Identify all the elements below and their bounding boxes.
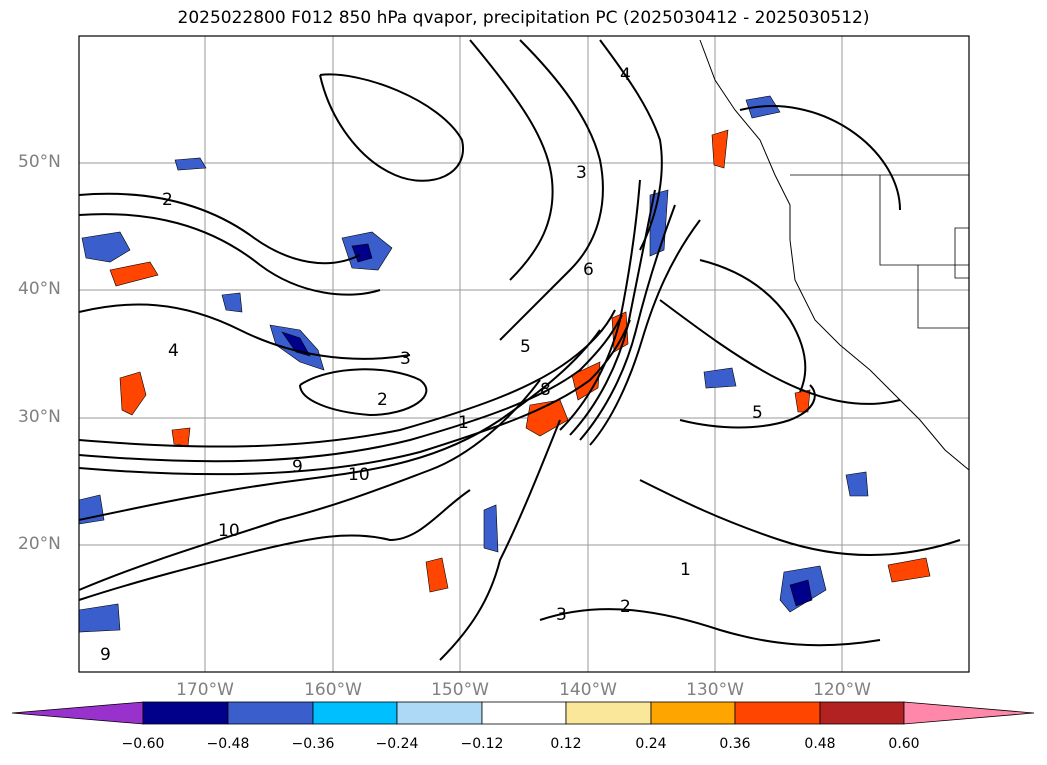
coastline bbox=[699, 39, 970, 471]
plot-title: 2025022800 F012 850 hPa qvapor, precipit… bbox=[177, 8, 870, 28]
contour-label: 8 bbox=[540, 380, 551, 400]
contour-label: 9 bbox=[292, 457, 303, 477]
contour-label: 10 bbox=[348, 465, 370, 485]
colorbar-tick-label: 0.60 bbox=[888, 736, 920, 752]
contour-label: 4 bbox=[620, 65, 631, 85]
lat-label: 30°N bbox=[18, 407, 61, 427]
lon-label: 140°W bbox=[559, 680, 617, 700]
contour-label: 2 bbox=[377, 390, 388, 410]
contour-label: 1 bbox=[680, 560, 691, 580]
contour-label: 2 bbox=[162, 190, 173, 210]
lon-label: 170°W bbox=[176, 680, 234, 700]
contour-label: 3 bbox=[556, 605, 567, 625]
contour-label: 3 bbox=[576, 163, 587, 183]
colorbar-tick-label: −0.36 bbox=[291, 736, 335, 752]
colorbar-tick-label: 0.48 bbox=[804, 736, 836, 752]
colorbar-tick-label: 0.24 bbox=[635, 736, 667, 752]
contour-label: 5 bbox=[752, 403, 763, 423]
contour-label: 1 bbox=[458, 413, 469, 433]
contour-label: 2 bbox=[620, 597, 631, 617]
contour-label: 5 bbox=[520, 337, 531, 357]
contour-label: 3 bbox=[400, 349, 411, 369]
lon-label: 120°W bbox=[813, 680, 871, 700]
colorbar-under-arrow bbox=[11, 701, 144, 725]
contour-labels: 2 3 4 5 6 8 9 10 1 2 3 4 5 1 10 9 2 3 bbox=[100, 65, 763, 665]
lon-label: 130°W bbox=[686, 680, 744, 700]
contour-label: 4 bbox=[168, 341, 179, 361]
lat-label: 20°N bbox=[18, 534, 61, 554]
colorbar-tick-label: 0.36 bbox=[719, 736, 751, 752]
contour-label: 6 bbox=[583, 260, 594, 280]
colorbar-tick-label: −0.24 bbox=[375, 736, 419, 752]
colorbar-tick-label: −0.60 bbox=[121, 736, 165, 752]
lon-label: 150°W bbox=[431, 680, 489, 700]
state-borders bbox=[790, 174, 970, 329]
precip-shading bbox=[78, 95, 931, 633]
colorbar-tick-label: −0.48 bbox=[206, 736, 250, 752]
colorbar-tick-label: −0.12 bbox=[460, 736, 504, 752]
colorbar bbox=[11, 701, 1035, 725]
contour-label: 10 bbox=[218, 521, 240, 541]
lat-label: 40°N bbox=[18, 279, 61, 299]
colorbar-tick-label: 0.12 bbox=[550, 736, 582, 752]
lon-label: 160°W bbox=[304, 680, 362, 700]
contour-lines bbox=[78, 39, 961, 661]
colorbar-over-arrow bbox=[903, 701, 1035, 725]
map-background bbox=[79, 36, 969, 672]
map-frame bbox=[78, 35, 970, 673]
lat-label: 50°N bbox=[18, 152, 61, 172]
contour-label: 9 bbox=[100, 645, 111, 665]
